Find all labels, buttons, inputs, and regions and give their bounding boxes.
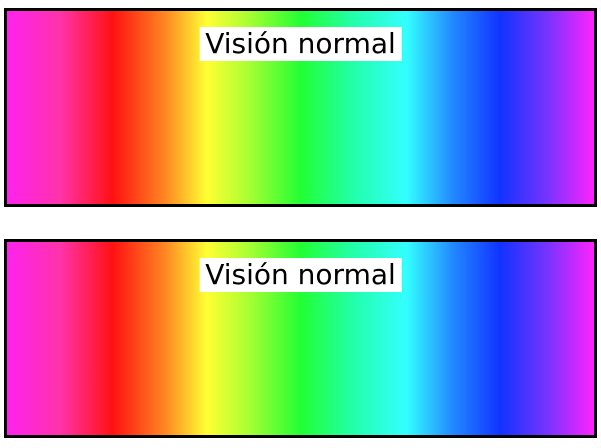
panel-label-bottom: Visión normal <box>199 258 402 292</box>
spectrum-panel-bottom: Visión normal <box>4 239 597 438</box>
panel-label-top: Visión normal <box>199 27 402 61</box>
spectrum-panel-top: Visión normal <box>4 8 597 207</box>
